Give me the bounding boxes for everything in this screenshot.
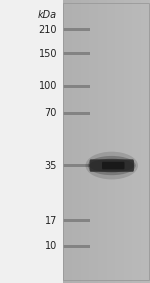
FancyBboxPatch shape xyxy=(90,159,134,172)
FancyBboxPatch shape xyxy=(102,162,124,169)
Text: 210: 210 xyxy=(39,25,57,35)
Bar xyxy=(63,112,90,115)
Bar xyxy=(63,3,148,280)
Bar xyxy=(63,52,90,55)
Ellipse shape xyxy=(89,159,134,172)
Bar xyxy=(63,219,90,222)
Bar xyxy=(63,164,90,167)
Ellipse shape xyxy=(88,156,136,175)
Ellipse shape xyxy=(85,152,138,179)
Text: 10: 10 xyxy=(45,241,57,251)
Text: 150: 150 xyxy=(39,49,57,59)
Text: kDa: kDa xyxy=(38,10,57,20)
Bar xyxy=(63,28,90,31)
Bar xyxy=(63,0,150,283)
Text: 100: 100 xyxy=(39,81,57,91)
Bar xyxy=(63,245,90,248)
Text: 17: 17 xyxy=(45,216,57,226)
Text: 70: 70 xyxy=(45,108,57,118)
Text: 35: 35 xyxy=(45,160,57,171)
Bar xyxy=(63,85,90,88)
